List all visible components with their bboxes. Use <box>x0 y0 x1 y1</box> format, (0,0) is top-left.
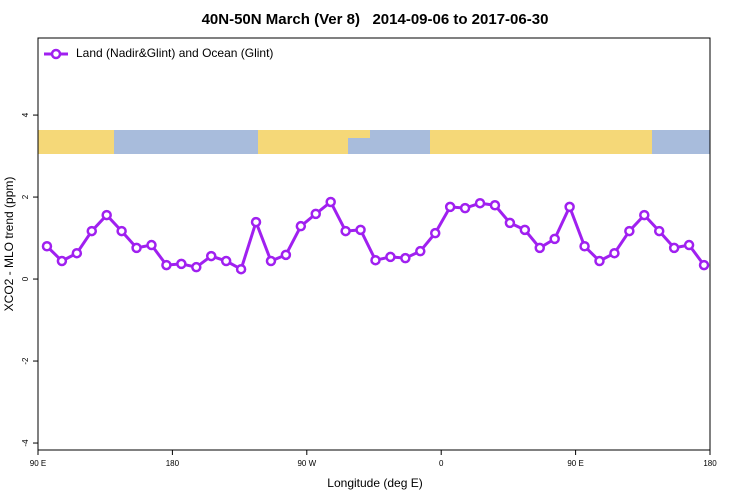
point <box>594 255 605 267</box>
point <box>429 227 441 239</box>
x-axis-label: Longitude (deg E) <box>327 476 422 490</box>
point <box>683 239 695 251</box>
point <box>310 208 322 220</box>
point <box>579 241 590 252</box>
point <box>698 259 710 271</box>
y-tick-label: -4 <box>21 439 30 447</box>
y-tick-label: 2 <box>21 194 30 199</box>
point <box>639 209 650 221</box>
point <box>370 254 381 266</box>
plot-frame <box>37 37 711 451</box>
point <box>176 258 187 270</box>
point <box>56 255 68 267</box>
point <box>624 225 635 237</box>
point <box>609 247 620 259</box>
point <box>489 200 501 211</box>
point <box>250 216 262 228</box>
point <box>325 196 336 208</box>
point <box>146 239 157 251</box>
point <box>340 225 351 237</box>
x-tick-label: 0 <box>439 459 444 468</box>
point <box>400 252 411 264</box>
legend-marker <box>50 48 62 60</box>
point <box>504 217 516 229</box>
point <box>415 245 426 257</box>
point <box>459 202 471 214</box>
x-tick-label: 180 <box>166 459 180 468</box>
point <box>534 242 546 254</box>
y-tick-label: -2 <box>21 357 30 365</box>
y-axis-label: XCO2 - MLO trend (ppm) <box>2 177 16 312</box>
point <box>653 225 665 237</box>
x-tick-label: 90 E <box>30 459 46 468</box>
point <box>265 255 277 267</box>
x-tick-label: 90 W <box>297 459 316 468</box>
point <box>295 220 307 232</box>
legend-label: Land (Nadir&Glint) and Ocean (Glint) <box>76 46 273 60</box>
point <box>101 209 112 221</box>
point <box>86 225 98 237</box>
point <box>549 233 560 245</box>
point <box>131 242 142 254</box>
x-tick-label: 90 E <box>567 459 583 468</box>
point <box>564 201 575 213</box>
point <box>385 251 396 263</box>
point <box>235 263 247 275</box>
point <box>444 201 456 213</box>
point <box>161 259 172 271</box>
point <box>355 224 366 236</box>
point <box>116 225 127 237</box>
point <box>668 242 680 254</box>
point <box>205 250 217 262</box>
point <box>519 224 531 236</box>
chart-title: 40N-50N March (Ver 8) 2014-09-06 to 2017… <box>202 11 549 28</box>
y-tick-label: 0 <box>21 276 30 281</box>
point <box>474 197 486 209</box>
point <box>220 255 232 267</box>
point <box>71 247 83 259</box>
y-tick-label: 4 <box>21 112 30 117</box>
point <box>191 261 202 273</box>
map-strip <box>38 130 710 154</box>
point <box>41 241 53 252</box>
point <box>280 249 292 261</box>
x-tick-label: 180 <box>703 459 717 468</box>
